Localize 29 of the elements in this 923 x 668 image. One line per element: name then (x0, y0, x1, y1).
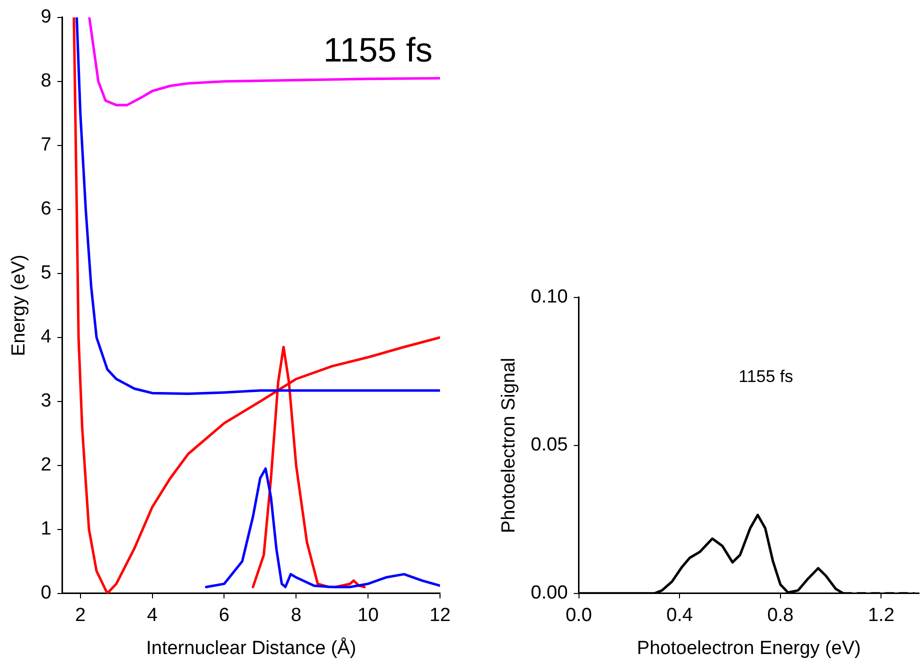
y-tick-label: 2 (40, 454, 52, 476)
y-tick-label: 0.00 (530, 582, 568, 604)
y-tick-label: 4 (40, 326, 52, 348)
y-axis-title: Energy (eV) (8, 254, 30, 356)
y-tick-label: 5 (40, 262, 52, 284)
x-tick-label: 12 (429, 605, 451, 626)
x-tick-label: 6 (218, 605, 230, 626)
y-tick-label: 8 (40, 70, 52, 92)
x-tick-label: 2 (75, 605, 86, 626)
x-axis-title: Photoelectron Energy (eV) (636, 638, 861, 659)
y-tick-label: 0.05 (530, 434, 568, 456)
annotation: 1155 fs (323, 31, 432, 70)
x-tick-label: 10 (358, 605, 379, 626)
y-axis-title: Photoelectron Signal (498, 358, 520, 534)
x-axis-title: Internuclear Distance (Å) (146, 636, 356, 659)
annotation: 1155 fs (738, 367, 794, 386)
x-tick-label: 0.4 (666, 605, 694, 626)
x-tick-label: 1.2 (868, 605, 894, 626)
x-tick-label: 4 (146, 605, 158, 626)
y-tick-label: 1 (40, 518, 52, 540)
y-tick-label: 7 (40, 134, 52, 156)
x-tick-label: 0.8 (767, 605, 794, 626)
x-tick-label: 8 (290, 605, 302, 626)
y-tick-label: 6 (40, 198, 52, 220)
y-tick-label: 0.10 (530, 286, 568, 308)
y-tick-label: 9 (40, 6, 52, 28)
x-tick-label: 0.0 (566, 605, 592, 626)
y-tick-label: 0 (40, 582, 52, 604)
y-tick-label: 3 (40, 390, 52, 412)
